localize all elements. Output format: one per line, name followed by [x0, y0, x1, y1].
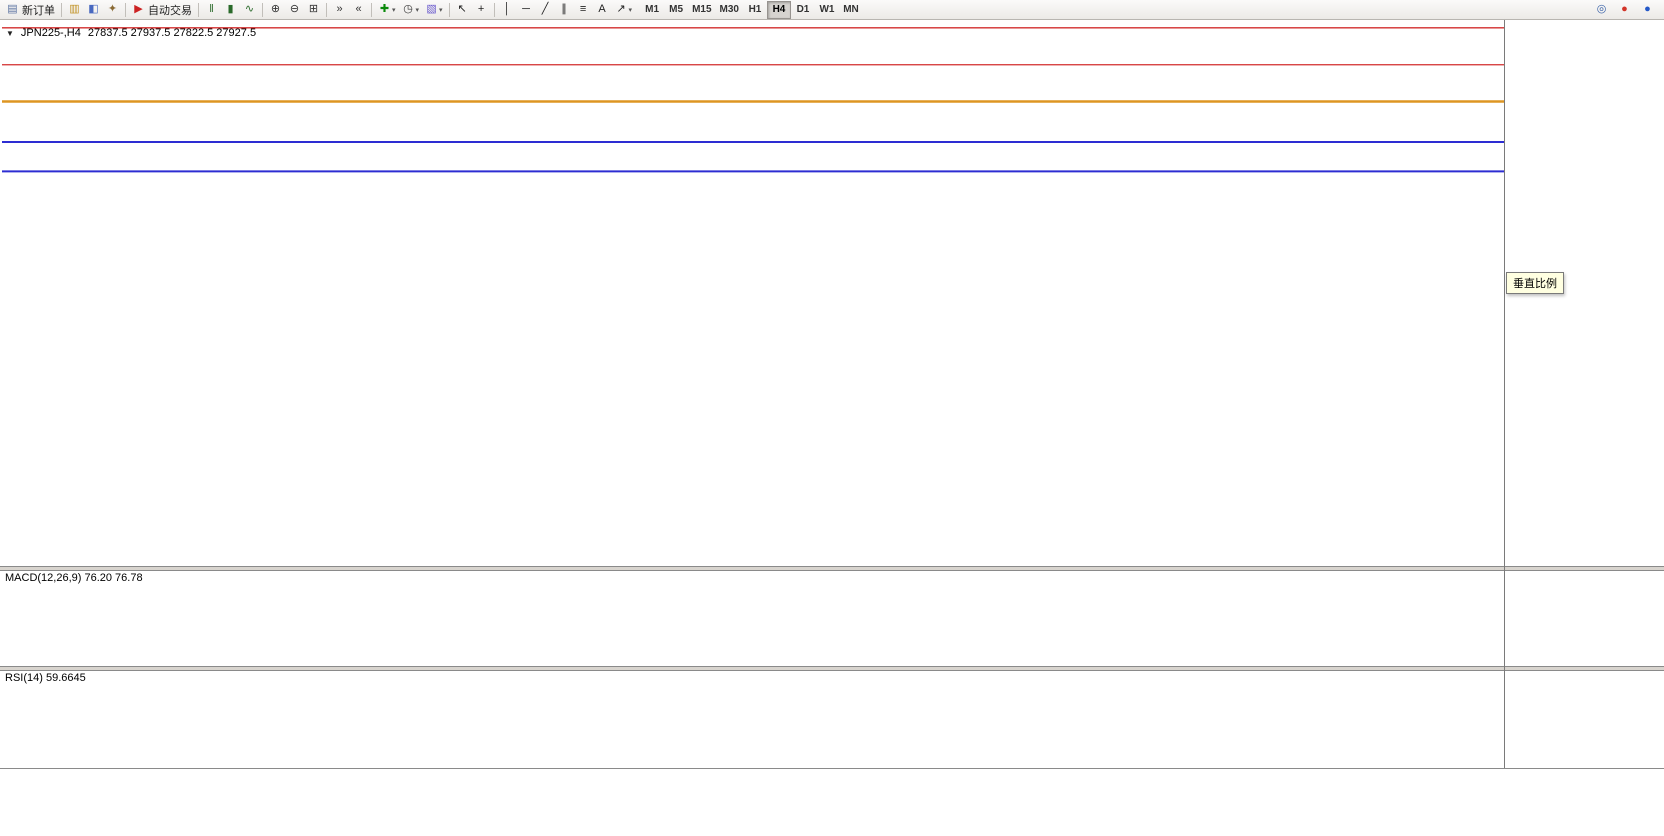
fibonacci-icon: ≡ — [579, 3, 587, 15]
toolbar-separator — [198, 2, 199, 17]
dropdown-caret-icon: ▾ — [415, 6, 420, 14]
crosshair-button[interactable]: + — [472, 1, 491, 19]
cursor-icon: ↖ — [457, 3, 467, 15]
text-icon: A — [598, 3, 606, 15]
horizontal-line-icon: ─ — [522, 3, 530, 15]
zoom-in-button[interactable]: ⊕ — [266, 1, 285, 19]
market-watch-icon: ▥ — [69, 3, 80, 15]
indicators-button[interactable]: ✚ ▾ — [375, 1, 399, 19]
vertical-line-icon: │ — [503, 3, 511, 15]
vertical-line-button[interactable]: │ — [498, 1, 517, 19]
chart-window: ▼ JPN225-,H4 27837.5 27937.5 27822.5 279… — [0, 20, 1664, 836]
line-chart-button[interactable]: ∿ — [240, 1, 259, 19]
timeframe-w1-button[interactable]: W1 — [815, 1, 839, 19]
timeframe-h1-button[interactable]: H1 — [743, 1, 767, 19]
auto-scroll-button[interactable]: » — [330, 1, 349, 19]
ohlc-values: 27837.5 27937.5 27822.5 27927.5 — [87, 27, 257, 39]
candlestick-chart-button[interactable]: ▮ — [221, 1, 240, 19]
dropdown-caret-icon: ▾ — [392, 6, 396, 14]
fibonacci-button[interactable]: ≡ — [574, 1, 593, 19]
toolbar-separator — [371, 2, 372, 17]
record-button[interactable]: ● — [1615, 1, 1634, 19]
main-toolbar: ▤ 新订单 ▥ ◧ ✦ ▶ 自动交易 ‖ ▮ ∿ ⊕ ⊖ ⊞» «✚ ▾ ◷ ▾ ▧ ▾ ↖ + │ ─ ╱ ∥ ≡ A ↗ ▾ M1 M… — [0, 0, 1664, 20]
bar-chart-icon: ‖ — [209, 3, 214, 15]
candlestick-chart-icon: ▮ — [227, 3, 234, 15]
community-button[interactable]: ● — [1638, 1, 1657, 19]
toolbar-separator — [61, 2, 62, 17]
zoom-out-icon: ⊖ — [289, 3, 300, 15]
indicators-icon: ✚ — [379, 3, 390, 15]
tile-windows-button[interactable]: ⊞ — [304, 1, 323, 19]
bar-chart-button[interactable]: ‖ — [202, 1, 221, 19]
timeframe-h4-button[interactable]: H4 — [766, 0, 791, 19]
macd-label: MACD(12,26,9) 76.20 76.78 — [5, 572, 143, 584]
toolbar-separator — [493, 2, 495, 17]
crosshair-icon: + — [477, 3, 485, 15]
new-order-icon: ▤ — [7, 3, 18, 15]
templates-button[interactable]: ▧ ▾ — [422, 1, 446, 19]
arrows-button[interactable]: ↗ ▾ — [612, 1, 636, 19]
search-icon: ◎ — [1596, 3, 1607, 15]
auto-scroll-icon: » — [336, 3, 343, 15]
cursor-button[interactable]: ↖ — [453, 1, 472, 19]
timeframe-d1-button[interactable]: D1 — [791, 1, 815, 19]
chart-dropdown-icon: ▼ — [6, 28, 14, 38]
trendline-icon: ╱ — [541, 3, 549, 15]
toolbar-separator — [262, 2, 263, 17]
search-button[interactable]: ◎ — [1592, 1, 1611, 19]
timeframe-m15-button[interactable]: M15 — [688, 1, 715, 19]
chart-title: ▼ JPN225-,H4 27837.5 27937.5 27822.5 279… — [6, 27, 256, 39]
rsi-label: RSI(14) 59.6645 — [5, 672, 86, 684]
symbol-period-label: JPN225-,H4 — [20, 27, 81, 39]
periods-button[interactable]: ◷ ▾ — [399, 1, 423, 19]
zoom-out-button[interactable]: ⊖ — [285, 1, 304, 19]
data-window-button[interactable]: ◧ — [84, 1, 103, 19]
data-window-icon: ◧ — [88, 3, 99, 15]
zoom-in-icon: ⊕ — [270, 3, 281, 15]
tile-windows-icon: ⊞ — [308, 3, 319, 15]
timeframe-m30-button[interactable]: M30 — [716, 1, 743, 19]
horizontal-line-button[interactable]: ─ — [517, 1, 536, 19]
chart-canvas[interactable] — [0, 20, 1664, 836]
new-order-label: 新订单 — [22, 4, 55, 17]
dropdown-caret-icon: ▾ — [628, 6, 633, 14]
chart-shift-icon: « — [355, 3, 362, 15]
new-order-button[interactable]: ▤ 新订单 — [3, 1, 58, 19]
record-icon: ● — [1621, 3, 1628, 15]
panel-divider-macd[interactable] — [0, 566, 1664, 571]
toolbar-separator — [326, 2, 327, 17]
level-lines — [2, 27, 1504, 173]
auto-trading-label: 自动交易 — [148, 4, 192, 17]
navigator-button[interactable]: ✦ — [103, 1, 122, 19]
dropdown-caret-icon: ▾ — [439, 6, 443, 14]
toolbar-right: ◎ ● ● — [1592, 1, 1661, 19]
timeframe-m5-button[interactable]: M5 — [664, 1, 688, 19]
trendline-button[interactable]: ╱ — [536, 1, 555, 19]
channel-button[interactable]: ∥ — [555, 1, 574, 19]
timeframe-toolbar: M1 M5 M15 M30 H1 H4 D1 W1 MN — [640, 0, 863, 19]
arrows-icon: ↗ — [616, 3, 626, 15]
timeframe-mn-button[interactable]: MN — [839, 1, 863, 19]
line-chart-icon: ∿ — [244, 3, 255, 15]
auto-trading-button[interactable]: ▶ 自动交易 — [129, 1, 195, 19]
channel-icon: ∥ — [561, 3, 567, 15]
text-button[interactable]: A — [593, 1, 612, 19]
periods-icon: ◷ — [403, 3, 413, 15]
toolbar-separator — [125, 2, 126, 17]
toolbar-separator — [448, 2, 450, 17]
community-icon: ● — [1644, 3, 1651, 15]
vertical-scale-tooltip: 垂直比例 — [1506, 272, 1564, 294]
market-watch-button[interactable]: ▥ — [65, 1, 84, 19]
toolbar-buttons: ▤ 新订单 ▥ ◧ ✦ ▶ 自动交易 ‖ ▮ ∿ ⊕ ⊖ ⊞» «✚ ▾ ◷ ▾ ▧ ▾ ↖ + │ ─ ╱ ∥ ≡ A ↗ ▾ — [3, 1, 635, 19]
chart-shift-button[interactable]: « — [349, 1, 368, 19]
panel-divider-rsi[interactable] — [0, 666, 1664, 671]
navigator-icon: ✦ — [107, 3, 118, 15]
timeframe-m1-button[interactable]: M1 — [640, 1, 664, 19]
auto-trading-icon: ▶ — [134, 3, 143, 15]
templates-icon: ▧ — [426, 3, 437, 15]
